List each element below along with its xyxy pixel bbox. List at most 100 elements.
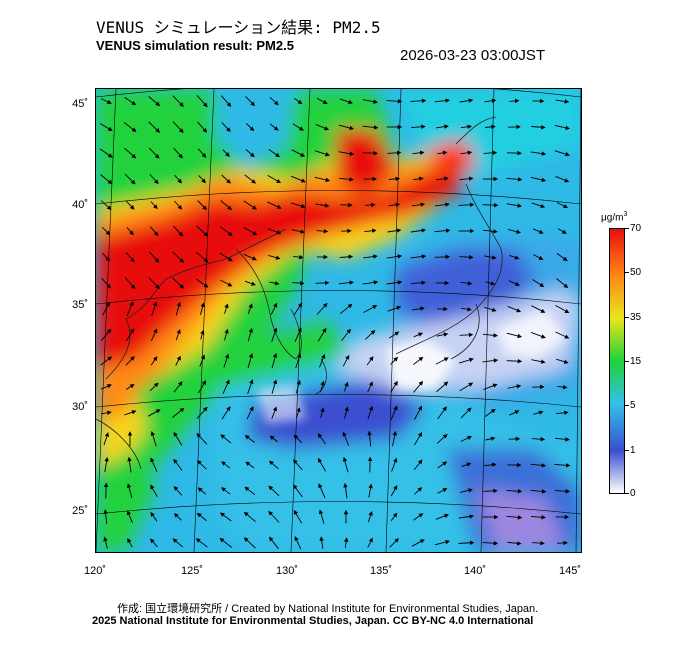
wind-arrow bbox=[294, 98, 303, 105]
wind-arrow bbox=[245, 96, 256, 107]
wind-arrow bbox=[485, 281, 496, 286]
wind-arrow bbox=[127, 538, 133, 548]
wind-arrow bbox=[127, 456, 132, 473]
title-japanese: VENUS シミュレーション結果: PM2.5 bbox=[96, 18, 381, 37]
lon-label-135: 135˚ bbox=[369, 565, 393, 577]
wind-arrow bbox=[530, 176, 547, 183]
wind-arrow bbox=[434, 228, 451, 233]
wind-arrow bbox=[100, 200, 112, 211]
colorbar-label-70: 70 bbox=[630, 223, 642, 234]
wind-arrow bbox=[506, 177, 523, 182]
wind-arrow bbox=[247, 379, 254, 395]
wind-arrow bbox=[315, 123, 330, 131]
colorbar bbox=[609, 228, 625, 494]
wind-arrow bbox=[296, 407, 301, 419]
wind-arrow bbox=[484, 462, 497, 467]
wind-arrow bbox=[342, 431, 350, 446]
wind-arrow bbox=[530, 489, 547, 494]
wind-arrow bbox=[219, 252, 233, 262]
wind-arrow bbox=[243, 253, 257, 261]
wind-arrow bbox=[243, 200, 257, 210]
wind-arrow bbox=[196, 278, 209, 288]
wind-arrow bbox=[390, 356, 399, 365]
wind-arrow bbox=[413, 176, 424, 182]
colorbar-tick-mark bbox=[625, 272, 629, 273]
wind-arrow bbox=[173, 381, 183, 393]
wind-arrow bbox=[482, 540, 499, 546]
wind-arrow bbox=[103, 432, 109, 446]
colorbar-label-5: 5 bbox=[630, 400, 636, 411]
wind-arrow bbox=[554, 488, 571, 494]
wind-arrow bbox=[412, 150, 425, 155]
wind-arrow bbox=[315, 280, 330, 286]
wind-arrow bbox=[362, 280, 379, 285]
wind-arrow bbox=[268, 149, 281, 158]
wind-arrow bbox=[459, 382, 474, 392]
wind-arrow bbox=[388, 202, 401, 208]
wind-arrow bbox=[390, 485, 398, 497]
wind-arrow bbox=[268, 536, 279, 549]
wind-arrow bbox=[459, 98, 474, 103]
wind-arrow bbox=[247, 303, 253, 314]
wind-arrow bbox=[343, 537, 349, 548]
lat-label-35: 35˚ bbox=[72, 299, 88, 311]
wind-arrow bbox=[220, 279, 233, 287]
wind-arrow bbox=[147, 409, 161, 417]
wind-arrow bbox=[269, 123, 279, 131]
wind-arrow bbox=[244, 174, 257, 184]
wind-arrow bbox=[175, 301, 181, 316]
wind-arrow bbox=[531, 359, 546, 364]
lon-label-140: 140˚ bbox=[463, 565, 487, 577]
colorbar-label-50: 50 bbox=[630, 267, 642, 278]
wind-arrow bbox=[338, 280, 354, 285]
wind-arrow bbox=[247, 353, 254, 369]
wind-arrow bbox=[198, 380, 207, 394]
wind-arrow bbox=[507, 228, 521, 234]
concentration-field bbox=[96, 89, 581, 552]
wind-arrow bbox=[483, 383, 498, 391]
wind-arrow bbox=[172, 407, 185, 418]
wind-arrow bbox=[389, 331, 400, 339]
wind-arrow bbox=[508, 280, 520, 286]
wind-arrow bbox=[362, 99, 378, 104]
wind-arrow bbox=[388, 176, 401, 182]
wind-arrow bbox=[390, 512, 398, 521]
wind-arrow bbox=[246, 123, 255, 132]
wind-vectors bbox=[99, 95, 571, 550]
wind-arrow bbox=[509, 410, 520, 416]
wind-arrow bbox=[413, 380, 424, 393]
wind-arrow bbox=[316, 228, 329, 234]
lat-label-25: 25˚ bbox=[72, 505, 88, 517]
wind-arrow bbox=[557, 384, 568, 390]
colorbar-label-35: 35 bbox=[630, 312, 642, 323]
wind-arrow bbox=[196, 512, 207, 521]
wind-arrow bbox=[125, 384, 135, 390]
wind-arrow bbox=[436, 176, 449, 181]
wind-arrow bbox=[318, 483, 326, 499]
wind-arrow bbox=[269, 96, 279, 106]
wind-arrow bbox=[246, 406, 254, 420]
wind-arrow bbox=[362, 125, 379, 130]
wind-arrow bbox=[174, 174, 183, 184]
wind-arrow bbox=[554, 150, 570, 157]
wind-arrow bbox=[224, 303, 229, 314]
wind-arrow bbox=[482, 358, 499, 363]
wind-arrow bbox=[196, 406, 208, 419]
wind-arrow bbox=[459, 254, 474, 260]
wind-arrow bbox=[199, 354, 205, 367]
wind-arrow bbox=[197, 148, 207, 158]
wind-arrow bbox=[319, 380, 325, 393]
wind-arrow bbox=[244, 435, 255, 443]
wind-arrow bbox=[100, 328, 112, 341]
wind-arrow bbox=[485, 124, 496, 130]
wind-arrow bbox=[339, 98, 353, 105]
wind-arrow bbox=[125, 328, 135, 342]
wind-arrow bbox=[461, 462, 472, 468]
wind-arrow bbox=[506, 203, 522, 208]
wind-arrow bbox=[414, 487, 423, 495]
wind-arrow bbox=[484, 408, 496, 417]
wind-arrow bbox=[173, 486, 183, 496]
wind-arrow bbox=[174, 200, 183, 210]
wind-arrow bbox=[271, 327, 278, 342]
title-english: VENUS simulation result: PM2.5 bbox=[96, 38, 294, 53]
